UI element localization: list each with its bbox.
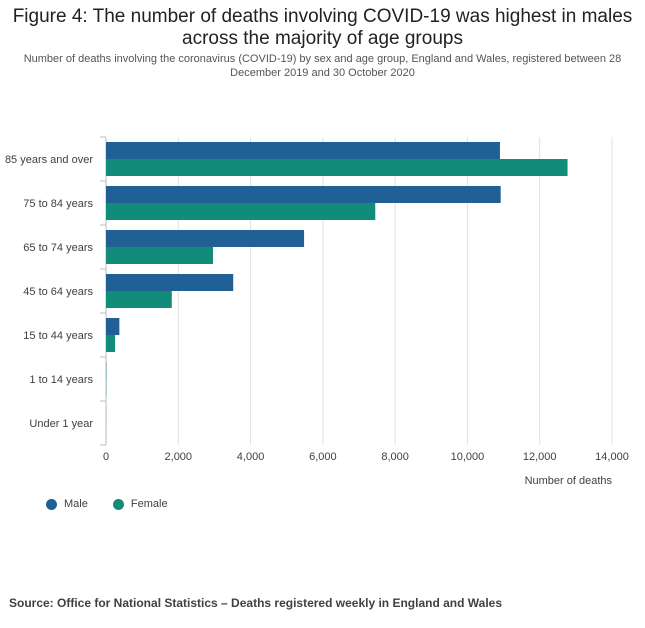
legend-item-female[interactable]: Female xyxy=(112,498,168,510)
category-label: 45 to 64 years xyxy=(23,286,93,298)
x-tick-label: 2,000 xyxy=(165,451,193,463)
category-label: 1 to 14 years xyxy=(29,374,93,386)
legend-item-male[interactable]: Male xyxy=(46,498,88,510)
legend-label-male: Male xyxy=(64,498,88,510)
legend: Male Female xyxy=(46,498,190,513)
category-label: Under 1 year xyxy=(29,418,93,430)
bar-male[interactable] xyxy=(106,142,500,159)
source-note: Source: Office for National Statistics –… xyxy=(9,596,503,610)
category-label: 75 to 84 years xyxy=(23,198,93,210)
bar-male[interactable] xyxy=(106,318,120,335)
category-labels: 85 years and over 75 to 84 years 65 to 74 … xyxy=(5,154,94,430)
male-swatch xyxy=(46,498,57,510)
bar-female[interactable] xyxy=(106,203,376,220)
x-tick-label: 14,000 xyxy=(595,451,629,463)
chart-title: Figure 4: The number of deaths involving… xyxy=(12,6,633,49)
x-tick-label: 8,000 xyxy=(381,451,409,463)
bar-female[interactable] xyxy=(106,291,172,308)
bar-male[interactable] xyxy=(106,230,305,247)
x-tick-label: 6,000 xyxy=(309,451,337,463)
bar-female[interactable] xyxy=(106,159,568,176)
x-tick-label: 12,000 xyxy=(523,451,557,463)
bar-male[interactable] xyxy=(106,186,501,203)
legend-label-female: Female xyxy=(130,498,168,510)
x-tick-label: 4,000 xyxy=(237,451,265,463)
x-axis-label: Number of deaths xyxy=(525,475,613,487)
x-tick-label: 10,000 xyxy=(451,451,485,463)
x-tick-labels: 0 2,000 4,000 6,000 8,000 10,000 12,000 14,000 xyxy=(103,451,629,463)
category-label: 15 to 44 years xyxy=(23,330,93,342)
chart-subtitle: Number of deaths involving the coronavir… xyxy=(23,53,622,79)
x-tick-label: 0 xyxy=(103,451,109,463)
female-swatch xyxy=(112,498,124,510)
category-label: 85 years and over xyxy=(5,154,93,166)
bar-female[interactable] xyxy=(106,247,213,264)
bar-male[interactable] xyxy=(106,274,234,291)
category-label: 65 to 74 years xyxy=(23,242,93,254)
bars xyxy=(106,142,568,440)
bar-female[interactable] xyxy=(106,335,116,352)
